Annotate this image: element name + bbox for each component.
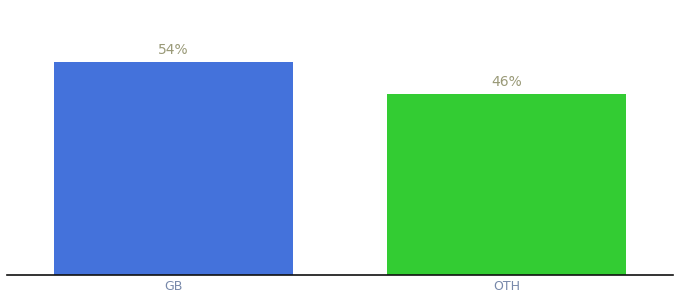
Text: 54%: 54%: [158, 44, 189, 57]
Bar: [54, 62, 293, 275]
Bar: [387, 94, 626, 275]
Text: 46%: 46%: [491, 75, 522, 89]
